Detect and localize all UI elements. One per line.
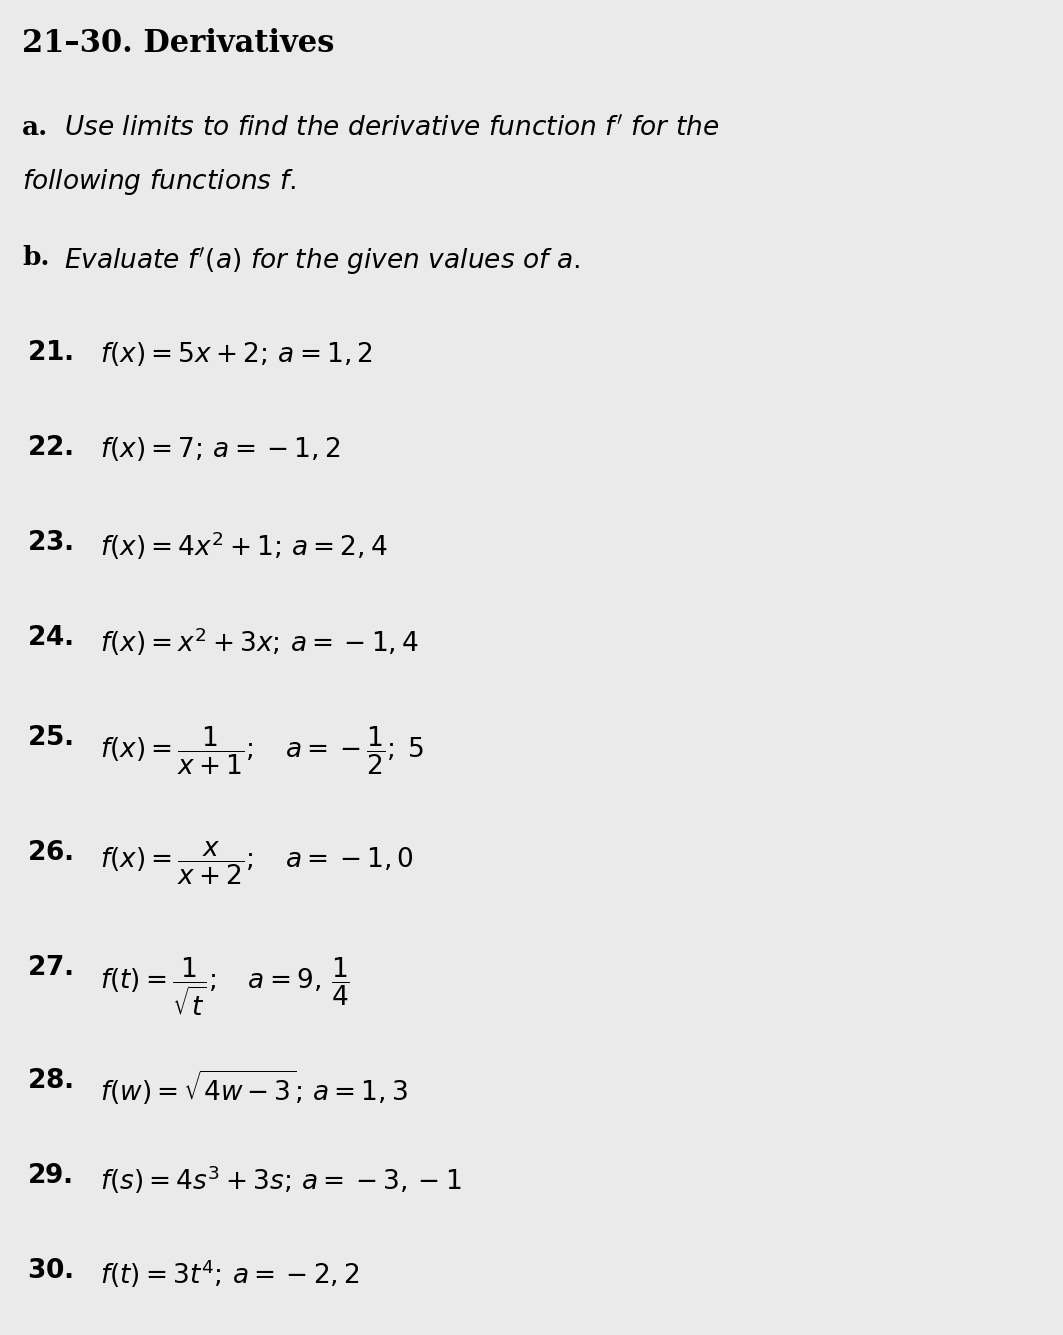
Text: $f(w) = \sqrt{4w-3};\, a=1,3$: $f(w) = \sqrt{4w-3};\, a=1,3$ [100,1068,408,1107]
Text: $\it{following\ functions\ f.}$: $\it{following\ functions\ f.}$ [22,167,297,198]
Text: $\mathbf{28.}$: $\mathbf{28.}$ [27,1068,73,1093]
Text: a.: a. [22,115,48,140]
Text: $f(s) = 4s^3+3s;\, a=-3,-1$: $f(s) = 4s^3+3s;\, a=-3,-1$ [100,1163,461,1196]
Text: $f(x) = \dfrac{x}{x+2};\quad a=-1,0$: $f(x) = \dfrac{x}{x+2};\quad a=-1,0$ [100,840,414,888]
Text: $f(t) = \dfrac{1}{\sqrt{t}};\quad a=9,\, \dfrac{1}{4}$: $f(t) = \dfrac{1}{\sqrt{t}};\quad a=9,\,… [100,955,350,1019]
Text: $\mathbf{25.}$: $\mathbf{25.}$ [27,725,73,750]
Text: $\it{Evaluate}\ $$f'(a)$$\it{\ for\ the\ given\ values\ of\ a.}$: $\it{Evaluate}\ $$f'(a)$$\it{\ for\ the\… [64,246,580,276]
Text: $f(x) = \dfrac{1}{x+1};\quad a = -\dfrac{1}{2};\; 5$: $f(x) = \dfrac{1}{x+1};\quad a = -\dfrac… [100,725,424,777]
Text: $\mathbf{27.}$: $\mathbf{27.}$ [27,955,73,980]
Text: $\mathbf{26.}$: $\mathbf{26.}$ [27,840,73,865]
Text: $f(t) = 3t^4;\, a=-2,2$: $f(t) = 3t^4;\, a=-2,2$ [100,1258,359,1291]
Text: $f(x) = 7;\, a=-1,2$: $f(x) = 7;\, a=-1,2$ [100,435,340,463]
Text: $\mathbf{23.}$: $\mathbf{23.}$ [27,530,73,555]
Text: $\it{Use\ limits\ to\ find\ the\ derivative\ function}$$\ f'\ $$\it{for\ the}$: $\it{Use\ limits\ to\ find\ the\ derivat… [64,115,720,142]
Text: $f(x) = 5x+2;\, a=1,2$: $f(x) = 5x+2;\, a=1,2$ [100,340,373,368]
Text: b.: b. [22,246,50,270]
Text: $f(x) = 4x^2+1;\, a=2,4$: $f(x) = 4x^2+1;\, a=2,4$ [100,530,388,562]
Text: $f(x) = x^2+3x;\, a=-1,4$: $f(x) = x^2+3x;\, a=-1,4$ [100,625,419,658]
Text: $\mathbf{22.}$: $\mathbf{22.}$ [27,435,73,461]
Text: 21–30. Derivatives: 21–30. Derivatives [22,28,335,59]
Text: $\mathbf{24.}$: $\mathbf{24.}$ [27,625,73,650]
Text: $\mathbf{30.}$: $\mathbf{30.}$ [27,1258,73,1283]
Text: $\mathbf{21.}$: $\mathbf{21.}$ [27,340,73,364]
Text: $\mathbf{29.}$: $\mathbf{29.}$ [27,1163,72,1188]
